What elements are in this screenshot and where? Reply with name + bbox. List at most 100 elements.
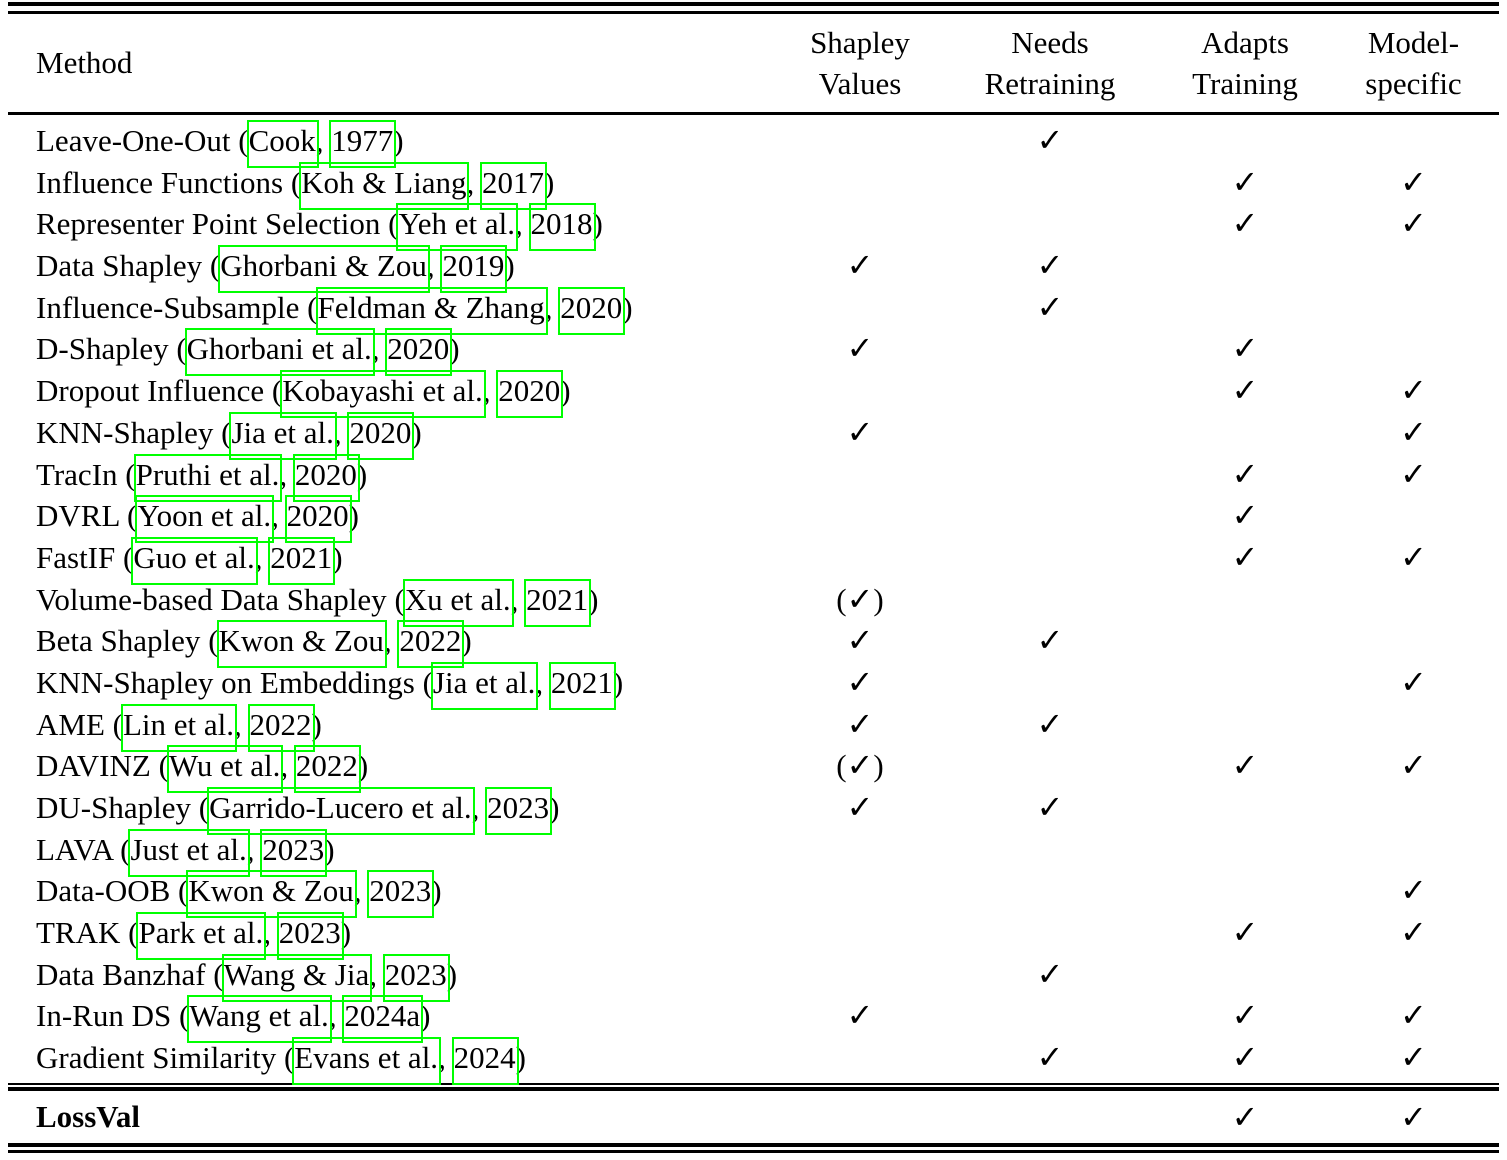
check-cell-shapley-values xyxy=(790,1037,930,1079)
check-cell-model-specific xyxy=(1320,954,1507,996)
punctuation: ( xyxy=(386,581,405,617)
check-cell-model-specific xyxy=(1320,120,1507,162)
method-name: Data Shapley xyxy=(36,248,203,284)
check-cell-shapley-values xyxy=(790,454,930,496)
citation-author-link[interactable]: Lin et al. xyxy=(122,706,235,742)
method-name: AME xyxy=(36,706,105,742)
citation-author-link[interactable]: Ghorbani et al. xyxy=(186,331,372,367)
check-cell-shapley-values xyxy=(790,120,930,162)
header-line: Values xyxy=(818,66,902,101)
check-cell-adapts-training xyxy=(1170,412,1320,454)
citation-year-link[interactable]: 2018 xyxy=(530,206,593,242)
check-cell-model-specific: ✓ xyxy=(1320,870,1507,912)
citation-year-link[interactable]: 2024a xyxy=(344,998,421,1034)
column-header-model-specific: Model- specific xyxy=(1320,22,1507,104)
checkmark-icon: ✓ xyxy=(1400,204,1427,243)
check-cell-needs-retraining xyxy=(930,328,1170,370)
check-cell-needs-retraining: ✓ xyxy=(930,704,1170,746)
checkmark-icon: ✓ xyxy=(1400,454,1427,493)
punctuation: , xyxy=(438,1040,454,1076)
citation-author-link[interactable]: Yeh et al. xyxy=(398,206,515,242)
citation-author-link[interactable]: Xu et al. xyxy=(404,581,511,617)
method-name: KNN-Shapley xyxy=(36,414,214,450)
check-cell-needs-retraining xyxy=(930,454,1170,496)
citation-author-link[interactable]: Cook xyxy=(248,123,316,158)
citation-author-link[interactable]: Yoon et al. xyxy=(137,498,272,534)
citation-year-link[interactable]: 2021 xyxy=(550,664,613,700)
checkmark-icon: ✓ xyxy=(846,788,874,826)
citation-author-link[interactable]: Kwon & Zou xyxy=(188,873,354,909)
citation-author-link[interactable]: Kobayashi et al. xyxy=(282,373,483,409)
punctuation: ) xyxy=(311,706,322,742)
citation-year-link[interactable]: 2019 xyxy=(442,248,505,284)
citation-year-link[interactable]: 2021 xyxy=(270,539,333,575)
citation-author-link[interactable]: Evans et al. xyxy=(294,1040,439,1076)
header-line: Retraining xyxy=(984,66,1116,101)
check-cell-model-specific: ✓ xyxy=(1320,1098,1507,1136)
citation-author-link[interactable]: Pruthi et al. xyxy=(135,456,280,492)
punctuation: , xyxy=(471,790,488,825)
citation-author-link[interactable]: Koh & Liang xyxy=(301,164,467,200)
table-row: DAVINZ (Wu et al., 2022) (✓) ✓ ✓ xyxy=(0,745,1507,787)
citation-author-link[interactable]: Jia et al. xyxy=(432,664,536,700)
citation-author-link[interactable]: Guo et al. xyxy=(133,539,255,575)
citation-year-link[interactable]: 2023 xyxy=(487,790,550,825)
check-cell-model-specific: ✓ xyxy=(1320,370,1507,412)
checkmark-icon: ✓ xyxy=(1400,537,1427,576)
check-cell-shapley-values xyxy=(790,203,930,245)
citation-author-link[interactable]: Wang et al. xyxy=(189,998,329,1034)
citation-author-link[interactable]: Just et al. xyxy=(130,831,247,867)
check-cell-adapts-training: ✓ xyxy=(1170,745,1320,787)
punctuation: , xyxy=(353,873,370,909)
checkmark-icon: ✓ xyxy=(1231,913,1259,952)
check-cell-adapts-training: ✓ xyxy=(1170,162,1320,204)
table-row: LAVA (Just et al., 2023) xyxy=(0,829,1507,871)
citation-year-link[interactable]: 2023 xyxy=(369,873,432,909)
citation-year-link[interactable]: 2017 xyxy=(481,164,544,200)
check-cell-adapts-training: ✓ xyxy=(1170,454,1320,496)
citation-year-link[interactable]: 2023 xyxy=(262,831,325,867)
table-row: Representer Point Selection (Yeh et al.,… xyxy=(0,203,1507,245)
check-cell-shapley-values xyxy=(790,829,930,871)
citation-year-link[interactable]: 2020 xyxy=(349,414,412,450)
citation-year-link[interactable]: 2020 xyxy=(387,331,450,367)
citation-year-link[interactable]: 2023 xyxy=(384,956,447,992)
citation-author-link[interactable]: Feldman & Zhang xyxy=(317,289,545,325)
citation-author-link[interactable]: Jia et al. xyxy=(231,414,334,450)
punctuation: ( xyxy=(264,373,283,409)
citation-year-link[interactable]: 2020 xyxy=(286,498,349,534)
citation-author-link[interactable]: Park et al. xyxy=(138,915,264,951)
punctuation: ) xyxy=(340,915,352,951)
citation-year-link[interactable]: 1977 xyxy=(331,123,394,158)
method-name: TracIn xyxy=(36,456,118,492)
citation-author-link[interactable]: Wu et al. xyxy=(168,748,281,784)
citation-author-link[interactable]: Wang & Jia xyxy=(223,956,370,992)
check-cell-model-specific: ✓ xyxy=(1320,412,1507,454)
method-cell: Dropout Influence (Kobayashi et al., 202… xyxy=(0,370,790,412)
method-name-lossval: LossVal xyxy=(36,1098,140,1134)
citation-year-link[interactable]: 2020 xyxy=(498,373,561,409)
citation-year-link[interactable]: 2023 xyxy=(278,915,341,951)
citation-year-link[interactable]: 2022 xyxy=(249,706,312,742)
citation-year-link[interactable]: 2020 xyxy=(560,289,623,325)
citation-year-link[interactable]: 2021 xyxy=(526,581,589,617)
method-name: Influence-Subsample xyxy=(36,289,300,325)
punctuation: , xyxy=(279,456,295,492)
citation-author-link[interactable]: Kwon & Zou xyxy=(218,623,384,659)
citation-year-link[interactable]: 2024 xyxy=(453,1040,516,1076)
method-cell: AME (Lin et al., 2022) xyxy=(0,704,790,746)
citation-author-link[interactable]: Ghorbani & Zou xyxy=(220,248,427,284)
paren-open: ( xyxy=(836,581,847,617)
checkmark-icon: ✓ xyxy=(846,329,874,368)
punctuation: ) xyxy=(356,456,368,492)
citation-author-link[interactable]: Garrido-Lucero et al. xyxy=(209,790,472,825)
check-cell-model-specific: ✓ xyxy=(1320,454,1507,496)
citation-year-link[interactable]: 2020 xyxy=(294,456,357,492)
header-line: Shapley xyxy=(810,25,910,60)
citation-year-link[interactable]: 2022 xyxy=(399,623,462,659)
citation-year-link[interactable]: 2022 xyxy=(295,748,358,784)
checkmark-icon: ✓ xyxy=(1036,246,1064,285)
punctuation: ) xyxy=(324,831,335,867)
table-row: KNN-Shapley (Jia et al., 2020) ✓ ✓ xyxy=(0,412,1507,454)
punctuation: , xyxy=(315,123,332,158)
